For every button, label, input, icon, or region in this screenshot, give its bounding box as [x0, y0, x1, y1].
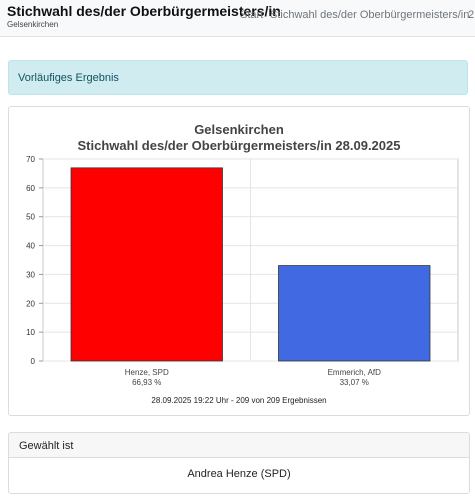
x-category-label: Emmerich, AfD: [328, 368, 382, 377]
page-subtitle: Gelsenkirchen: [7, 20, 59, 29]
alert-text: Vorläufiges Ergebnis: [18, 72, 119, 84]
result-header: Gewählt ist: [9, 433, 469, 458]
bar-emmerich[interactable]: [278, 265, 431, 362]
result-card: Gewählt ist Andrea Henze (SPD): [8, 432, 470, 494]
nav-link-more[interactable]: 2: [468, 9, 475, 21]
chart-title: Gelsenkirchen: [194, 122, 284, 137]
x-percent-label: 66,93 %: [132, 378, 161, 387]
winner-name: Andrea Henze (SPD): [187, 468, 291, 480]
y-tick-label: 20: [26, 299, 35, 308]
chart-card: Gelsenkirchen Stichwahl des/der Oberbürg…: [8, 106, 470, 416]
x-percent-label: 33,07 %: [340, 378, 369, 387]
nav-link-start[interactable]: Start: [240, 9, 264, 21]
y-tick-label: 70: [26, 155, 35, 164]
preliminary-result-alert: Vorläufiges Ergebnis: [8, 60, 468, 95]
y-tick-label: 10: [26, 328, 35, 337]
y-tick-label: 40: [26, 242, 35, 251]
bar-chart: Gelsenkirchen Stichwahl des/der Oberbürg…: [26, 122, 459, 405]
navbar: Stichwahl des/der Oberbürgermeisters/in …: [0, 0, 475, 37]
y-tick-label: 30: [26, 270, 35, 279]
y-tick-label: 60: [26, 184, 35, 193]
chart-subtitle: Stichwahl des/der Oberbürgermeisters/in …: [78, 138, 401, 153]
nav-dropdown-stichwahl[interactable]: Stichwahl des/der Oberbürgermeisters/in …: [270, 9, 475, 21]
nav-dropdown-label: Stichwahl des/der Oberbürgermeisters/in: [270, 9, 470, 21]
y-tick-label: 50: [26, 213, 35, 222]
page-title[interactable]: Stichwahl des/der Oberbürgermeisters/in: [7, 3, 281, 19]
x-category-label: Henze, SPD: [125, 368, 169, 377]
bar-henze[interactable]: [70, 167, 223, 362]
chart-footer: 28.09.2025 19:22 Uhr - 209 von 209 Ergeb…: [151, 396, 326, 405]
y-tick-label: 0: [31, 357, 36, 366]
